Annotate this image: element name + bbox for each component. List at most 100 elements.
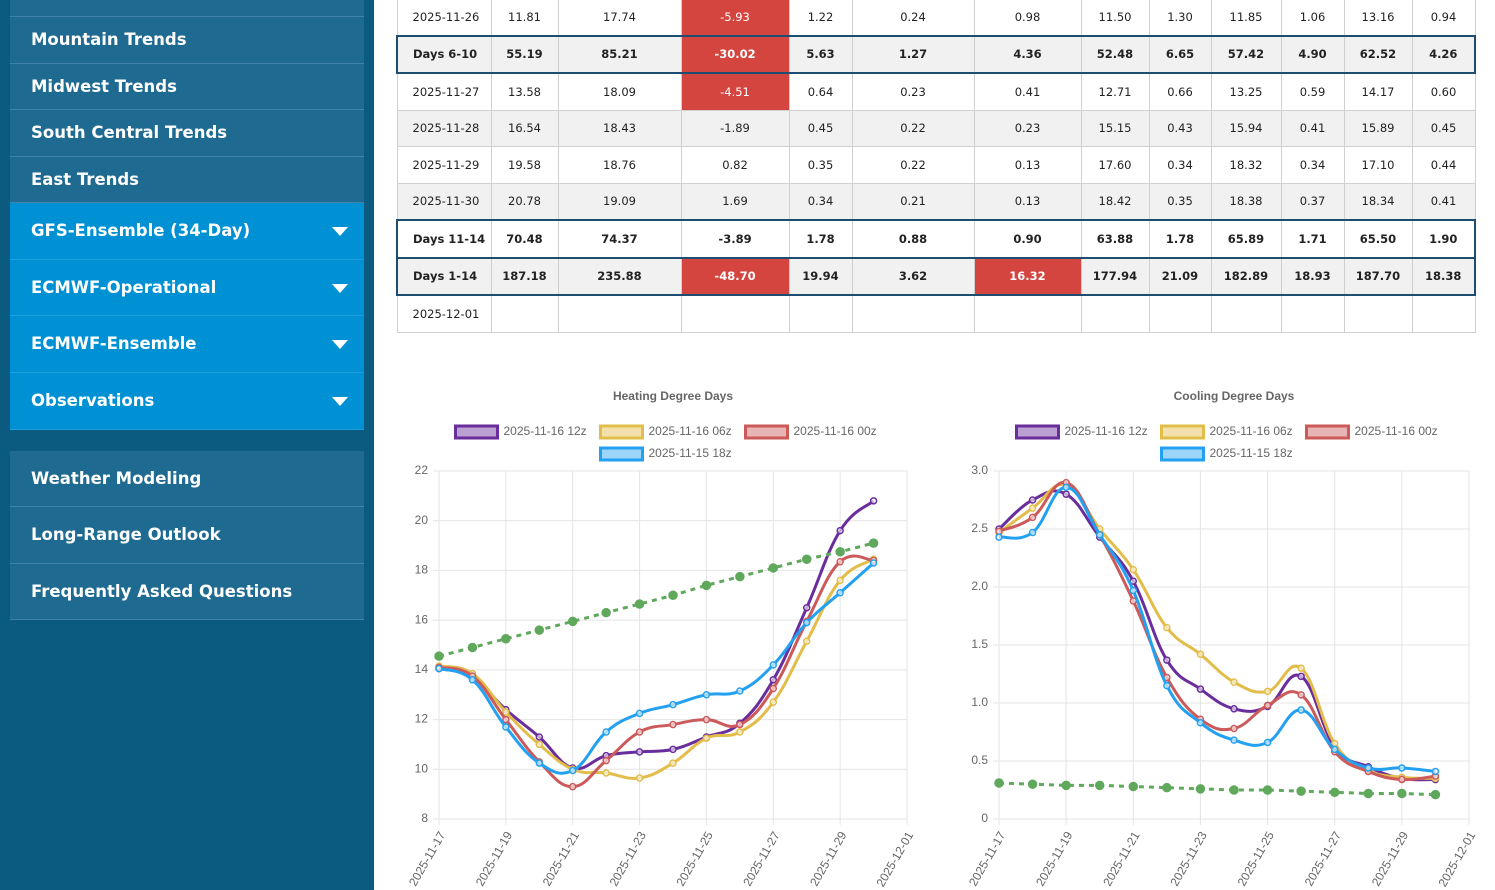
data-point: [869, 497, 878, 505]
legend-swatch: [1160, 424, 1205, 440]
data-point: [669, 720, 677, 729]
data-point: [1027, 779, 1038, 789]
table-cell: 0.34: [1280, 146, 1345, 184]
nav-dropdown[interactable]: GFS-Ensemble (34-Day): [10, 203, 364, 260]
table-cell: 85.21: [557, 34, 682, 74]
nav-dropdown[interactable]: ECMWF-Ensemble: [10, 316, 364, 374]
data-point: [836, 526, 844, 535]
data-point: [702, 734, 711, 742]
dropdown-arrow: [332, 397, 348, 407]
table-row: 2025-11-27 13.58 18.09 -4.51 0.64 0.23 0.41 12.…: [396, 72, 1476, 111]
data-point: [1330, 745, 1339, 754]
table-cell: 19.09: [557, 182, 682, 221]
table-cell: 13.16: [1343, 0, 1413, 36]
nav-item[interactable]: [10, 0, 364, 17]
table-cell: 2025-11-27: [396, 72, 492, 111]
table-row: 2025-11-30 20.78 19.09 1.69 0.34 0.21 0.13 18.4…: [396, 182, 1476, 221]
x-tick-label: 2025-12-01: [874, 829, 917, 889]
table-cell: 0.59: [1280, 72, 1345, 111]
data-point: [468, 676, 477, 684]
table-cell: 17.74: [557, 0, 682, 36]
legend-label: 2025-11-16 06z: [1210, 424, 1293, 438]
data-point: [1329, 787, 1340, 798]
data-point: [635, 728, 644, 736]
data-point: [802, 603, 811, 612]
x-tick-label: 2025-11-27: [1302, 829, 1345, 889]
y-tick-label: 1.5: [971, 637, 988, 651]
x-tick-label: 2025-11-29: [807, 829, 850, 889]
data-point: [702, 690, 711, 699]
table-cell: 52.48: [1080, 34, 1150, 74]
table-cell: 18.09: [557, 72, 682, 111]
table-cell: 3.62: [851, 256, 975, 296]
table-cell: 0.13: [973, 182, 1082, 221]
x-tick-label: 2025-11-25: [1235, 829, 1278, 889]
table-cell: Days 1-14: [396, 256, 492, 296]
data-point: [635, 748, 644, 756]
data-point: [702, 715, 711, 724]
table-row: Days 6-10 55.19 85.21 -30.02 5.63 1.27 4.36 52.…: [396, 34, 1476, 74]
table-cell: [1343, 294, 1413, 333]
data-point: [434, 651, 444, 661]
table-cell: 5.63: [788, 34, 853, 74]
table-cell: 1.69: [680, 182, 790, 221]
data-point: [1230, 724, 1238, 733]
nav-item[interactable]: East Trends: [10, 156, 364, 203]
data-point: [1296, 786, 1306, 796]
table-cell: 1.78: [788, 219, 853, 259]
arrow-shape: [332, 397, 348, 407]
data-point: [736, 728, 744, 736]
nav-item[interactable]: Weather Modeling: [10, 450, 364, 508]
nav-label: ECMWF-Operational: [31, 277, 217, 297]
y-tick-label: 2.0: [971, 579, 988, 593]
data-point: [1094, 780, 1105, 791]
data-point: [435, 664, 443, 673]
nav-item[interactable]: Mountain Trends: [10, 17, 364, 64]
nav-item[interactable]: Midwest Trends: [10, 63, 364, 110]
table-cell: 15.94: [1210, 109, 1282, 147]
series-line: [438, 561, 875, 775]
table-cell: 0.22: [851, 109, 975, 147]
data-point: [1430, 789, 1441, 800]
table-cell: 0.41: [973, 72, 1082, 111]
table-cell: 55.19: [490, 34, 559, 74]
x-tick-label: 2025-11-23: [1167, 829, 1210, 889]
chart-title: Cooling Degree Days: [1174, 389, 1295, 403]
table-cell: 18.38: [1411, 256, 1476, 296]
data-point: [736, 720, 744, 729]
table-cell: 14.17: [1343, 72, 1413, 111]
nav-dropdown[interactable]: ECMWF-Operational: [10, 259, 364, 317]
data-point: [835, 547, 845, 557]
table-cell: 12.71: [1080, 72, 1150, 111]
table-cell: 187.70: [1343, 256, 1413, 296]
data-point: [568, 782, 577, 791]
nav-item[interactable]: Long-Range Outlook: [10, 507, 364, 564]
table-cell: [1148, 294, 1212, 333]
y-tick-label: 10: [415, 761, 429, 775]
table-cell: 18.32: [1210, 146, 1282, 184]
table-cell: 1.90: [1411, 219, 1476, 259]
data-point: [769, 698, 778, 706]
nav-item[interactable]: South Central Trends: [10, 110, 364, 157]
table-row: Days 1-14 187.18 235.88 -48.70 19.94 3.62 16.3…: [396, 256, 1476, 296]
table-cell: 19.94: [788, 256, 853, 296]
table-row: 2025-11-29 19.58 18.76 0.82 0.35 0.22 0.13 17.6…: [396, 146, 1476, 184]
data-point: [836, 589, 844, 597]
y-tick-label: 0.5: [971, 753, 988, 767]
nav-dropdown[interactable]: Observations: [10, 373, 364, 430]
table-cell: 15.89: [1343, 109, 1413, 147]
series-line: [998, 481, 1436, 782]
table-cell: 18.43: [557, 109, 682, 147]
y-tick-label: 22: [415, 463, 429, 477]
table-cell: 0.88: [851, 219, 975, 259]
data-point: [502, 708, 510, 716]
x-tick-label: 2025-11-17: [406, 829, 449, 889]
data-point: [1028, 528, 1037, 537]
data-point: [1196, 685, 1205, 693]
table-cell: 0.43: [1148, 109, 1212, 147]
data-point: [868, 538, 879, 548]
x-tick-label: 2025-11-17: [966, 829, 1009, 889]
data-point: [1297, 706, 1305, 714]
nav-item[interactable]: Frequently Asked Questions: [10, 563, 364, 621]
table-cell: 0.37: [1280, 182, 1345, 221]
